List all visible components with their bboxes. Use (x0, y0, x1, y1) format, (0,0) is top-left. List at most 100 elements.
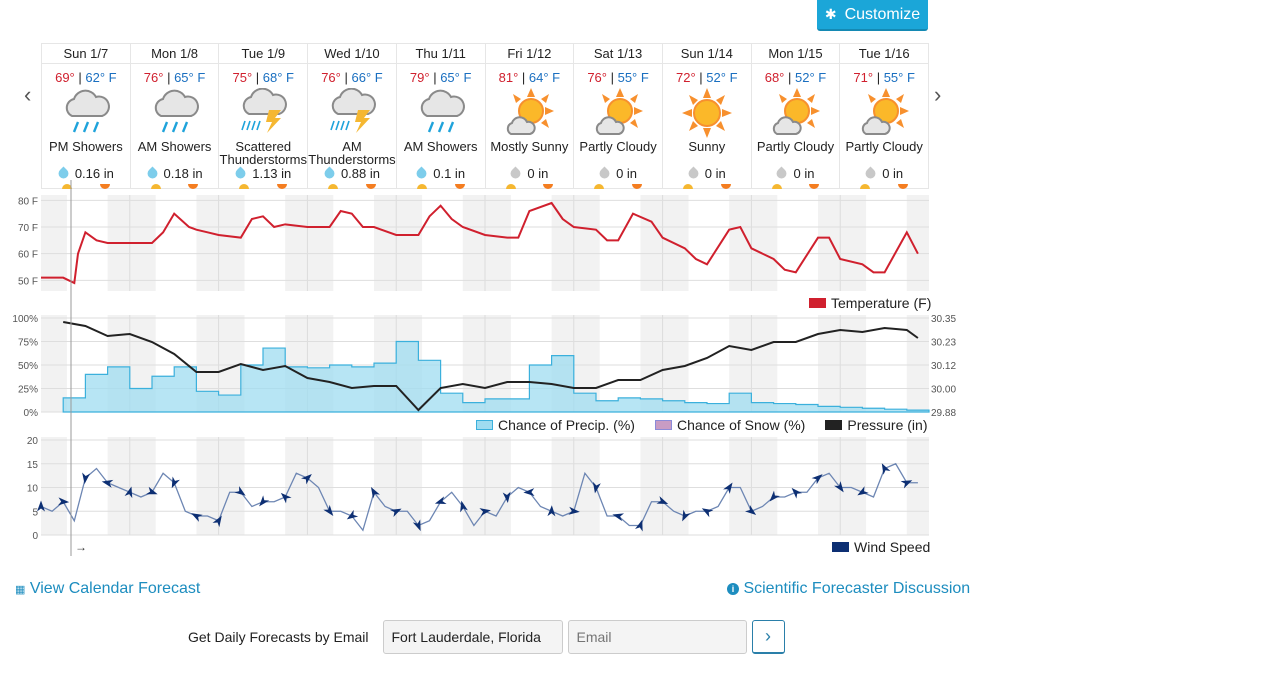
day-name: Tue 1/9 (219, 44, 308, 64)
legend-label: Pressure (in) (847, 417, 928, 433)
precip-value: 0.1 in (433, 166, 466, 181)
day-name: Mon 1/15 (751, 44, 840, 64)
high-temp: 81° (498, 70, 519, 85)
sun-times (486, 184, 574, 190)
svg-text:→: → (75, 540, 87, 554)
svg-text:0: 0 (32, 531, 38, 542)
day-name: Fri 1/12 (485, 44, 574, 64)
wind-swatch (832, 542, 849, 552)
info-icon: i (727, 583, 739, 595)
temperature-range: 76° | 65° F (143, 70, 206, 85)
svg-text:80 F: 80 F (18, 196, 38, 207)
condition-label: Partly Cloudy (756, 139, 835, 154)
temperature-range: 81° | 64° F (498, 70, 561, 85)
high-temp: 76° (321, 70, 341, 85)
low-temp: 64° F (528, 70, 561, 85)
day-name: Mon 1/8 (130, 44, 219, 64)
precip-value: 0 in (616, 166, 638, 181)
rain-showers-icon (131, 88, 219, 140)
day-card[interactable]: Fri 1/12 81° | 64° F Mostly Sunny 0 in (485, 44, 575, 190)
sunrise-icon (416, 184, 427, 189)
sunset-icon (277, 184, 288, 189)
sun-times (840, 184, 928, 190)
sunset-icon (454, 184, 465, 189)
sunrise-icon (62, 184, 72, 189)
low-temp: 68° F (262, 70, 294, 85)
high-temp: 79° (409, 70, 430, 85)
sun-times (397, 184, 485, 190)
sun-times (663, 184, 751, 190)
day-name: Thu 1/11 (396, 44, 485, 64)
customize-button[interactable]: ✱ Customize (817, 0, 928, 31)
temperature-range: 75° | 68° F (232, 70, 295, 85)
day-card[interactable]: Mon 1/15 68° | 52° F Partly Cloudy 0 in (751, 44, 841, 189)
submit-email-button[interactable]: › (751, 620, 785, 654)
day-card[interactable]: Thu 1/11 79° | 65° F AM Showers 0.1 in (396, 44, 486, 190)
day-card[interactable]: Sun 1/7 69° | 62° F PM Showers 0.16 in (42, 44, 131, 189)
precip-amount: 0 in (663, 166, 751, 181)
gear-icon: ✱ (824, 6, 837, 22)
precip-amount: 0.1 in (397, 166, 485, 181)
condition-label: Partly Cloudy (579, 139, 657, 154)
condition-label: AM Showers (137, 139, 212, 154)
location-field[interactable]: Fort Lauderdale, Florida (382, 620, 563, 654)
day-name: Wed 1/10 (308, 44, 396, 64)
day-card[interactable]: Tue 1/16 71° | 55° F Partly Cloudy 0 in (840, 44, 929, 190)
condition-label: AM Showers (403, 139, 478, 154)
sunset-icon (809, 184, 820, 189)
raindrop-icon (774, 166, 789, 181)
sunset-icon (720, 184, 731, 189)
day-card[interactable]: Mon 1/8 76° | 65° F AM Showers 0.18 in (130, 44, 220, 189)
day-card[interactable]: Wed 1/10 76° | 66° F AM Thunderstorms 0.… (308, 44, 397, 190)
low-temp: 62° F (85, 70, 117, 85)
svg-text:25%: 25% (18, 385, 38, 396)
prev-arrow-button[interactable]: ‹ (24, 82, 32, 107)
precip-swatch (476, 420, 493, 430)
temperature-range: 76° | 55° F (587, 70, 649, 85)
temperature-range: 71° | 55° F (853, 70, 915, 85)
day-card[interactable]: Sat 1/13 76° | 55° F Partly Cloudy 0 in (574, 44, 663, 189)
precip-value: 0 in (882, 166, 904, 181)
condition-label: Mostly Sunny (490, 139, 569, 154)
scientific-forecaster-discussion-link[interactable]: i Scientific Forecaster Discussion (727, 580, 970, 598)
partly-cloudy-icon (486, 88, 574, 140)
raindrop-icon (863, 166, 878, 181)
daily-forecast-strip: Sun 1/7 69° | 62° F PM Showers 0.16 in M… (41, 43, 929, 189)
sun-times (308, 184, 396, 190)
svg-text:75%: 75% (18, 338, 38, 349)
high-temp: 71° (853, 70, 874, 85)
precip-amount: 0 in (840, 166, 928, 181)
temperature-swatch (809, 298, 826, 308)
high-temp: 68° (764, 70, 785, 85)
condition-label: Partly Cloudy (845, 139, 923, 154)
svg-text:50 F: 50 F (18, 276, 38, 287)
legend-label: Chance of Snow (%) (676, 417, 806, 433)
precip-value: 0 in (704, 166, 726, 181)
raindrop-icon (686, 166, 701, 181)
temperature-range: 69° | 62° F (55, 70, 117, 85)
day-card[interactable]: Sun 1/14 72° | 52° F Sunny 0 in (662, 44, 752, 190)
sunset-icon (543, 184, 554, 189)
sunset-icon (898, 184, 909, 189)
svg-text:30.35: 30.35 (931, 314, 956, 325)
thunderstorm-icon (219, 88, 307, 140)
precip-amount: 0 in (574, 166, 662, 181)
sun-times (219, 184, 307, 190)
precip-amount: 0.16 in (42, 166, 130, 181)
snow-swatch (654, 420, 672, 430)
sunrise-icon (505, 184, 516, 189)
svg-text:100%: 100% (12, 314, 38, 325)
precip-value: 0.18 in (163, 166, 203, 181)
day-card[interactable]: Tue 1/9 75° | 68° F Scattered Thundersto… (219, 44, 309, 190)
raindrop-icon (414, 166, 429, 181)
condition-label: Sunny (688, 139, 726, 154)
sunset-icon (99, 184, 110, 189)
low-temp: 66° F (351, 70, 383, 85)
view-calendar-forecast-link[interactable]: ▦ View Calendar Forecast (15, 580, 200, 598)
email-input[interactable] (567, 620, 747, 654)
svg-text:29.88: 29.88 (931, 408, 956, 419)
sunrise-icon (239, 184, 250, 189)
raindrop-icon (145, 166, 160, 181)
legend-label: Temperature (F) (831, 295, 932, 311)
next-arrow-button[interactable]: › (934, 82, 942, 107)
